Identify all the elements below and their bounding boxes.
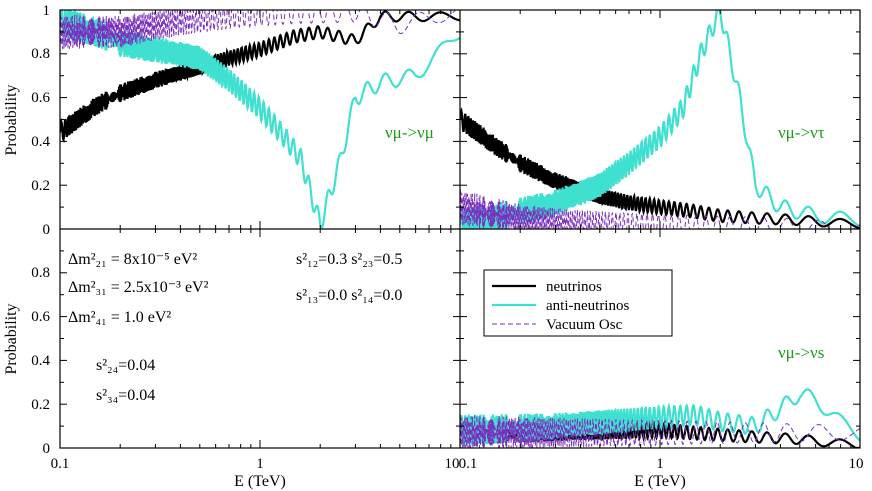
x-axis-title: E (TeV)	[634, 473, 686, 490]
param-dm41: Δm²₄₁ = 1.0 eV²	[68, 309, 171, 326]
param-s34: s²₃₄=0.04	[96, 387, 155, 404]
y-tick-label: 1	[43, 3, 51, 19]
y-tick-label: 0.4	[31, 134, 50, 150]
y-tick-label: 0.8	[31, 46, 50, 62]
x-tick-labels-left: 0.1 1 10	[51, 456, 460, 472]
series-anti-neutrinos-line	[60, 10, 460, 229]
x-tick-label: 0.1	[51, 456, 70, 472]
x-tick-label: 10	[849, 456, 864, 472]
x-tick-label: 1	[656, 456, 664, 472]
legend-label: anti-neutrinos	[546, 298, 629, 314]
y-tick-label: 0.2	[31, 178, 50, 194]
y-tick-label: 0.4	[31, 353, 50, 369]
x-tick-labels-right: 0.1 1 10	[459, 456, 864, 472]
param-s12-s23: s²₁₂=0.3 s²₂₃=0.5	[296, 251, 402, 268]
series-anti-neutrinos-line	[460, 10, 860, 229]
y-tick-label: 0.8	[31, 265, 50, 281]
y-tick-label: 0	[43, 441, 51, 457]
panel-label-mutau: νμ->ντ	[778, 123, 825, 142]
y-axis-title: Probability	[3, 84, 20, 155]
series-vacuum-osc-line	[460, 415, 860, 448]
x-tick-label: 10	[445, 456, 460, 472]
param-dm31: Δm²₃₁ = 2.5x10⁻³ eV²	[68, 279, 209, 296]
y-axis-title: Probability	[3, 303, 20, 374]
param-s24: s²₂₄=0.04	[96, 357, 155, 374]
curves-top-left	[60, 10, 460, 229]
x-tick-label: 1	[256, 456, 264, 472]
series-neutrinos-line	[460, 107, 860, 229]
legend-box	[483, 269, 673, 337]
panel-label-mumu: νμ->νμ	[385, 123, 434, 142]
y-tick-label: 0.6	[31, 309, 50, 325]
curves-bottom-right	[460, 388, 860, 448]
y-tick-label: 0.6	[31, 90, 50, 106]
legend: neutrinos anti-neutrinos Vacuum Osc	[483, 269, 673, 337]
y-tick-label: 0.2	[31, 397, 50, 413]
legend-label: neutrinos	[546, 279, 602, 295]
y-tick-labels-top: 0 0.2 0.4 0.6 0.8 1	[31, 3, 50, 238]
y-tick-label: 0	[43, 222, 51, 238]
curves-top-right	[460, 10, 860, 229]
x-tick-label: 0.1	[459, 456, 478, 472]
param-dm21: Δm²₂₁ = 8x10⁻⁵ eV²	[68, 251, 197, 268]
series-neutrinos-line	[60, 10, 460, 144]
x-axis-title: E (TeV)	[234, 473, 286, 490]
param-s13-s14: s²₁₃=0.0 s²₁₄=0.0	[296, 287, 402, 304]
series-anti-neutrinos-line	[460, 388, 860, 446]
y-tick-labels-bottom: 0 0.2 0.4 0.6 0.8	[31, 265, 50, 457]
axis-ticks	[59, 9, 861, 449]
parameter-annotations: Δm²₂₁ = 8x10⁻⁵ eV² Δm²₃₁ = 2.5x10⁻³ eV² …	[68, 251, 402, 404]
panel-label-mus: νμ->νs	[778, 343, 824, 362]
legend-label: Vacuum Osc	[546, 317, 623, 333]
